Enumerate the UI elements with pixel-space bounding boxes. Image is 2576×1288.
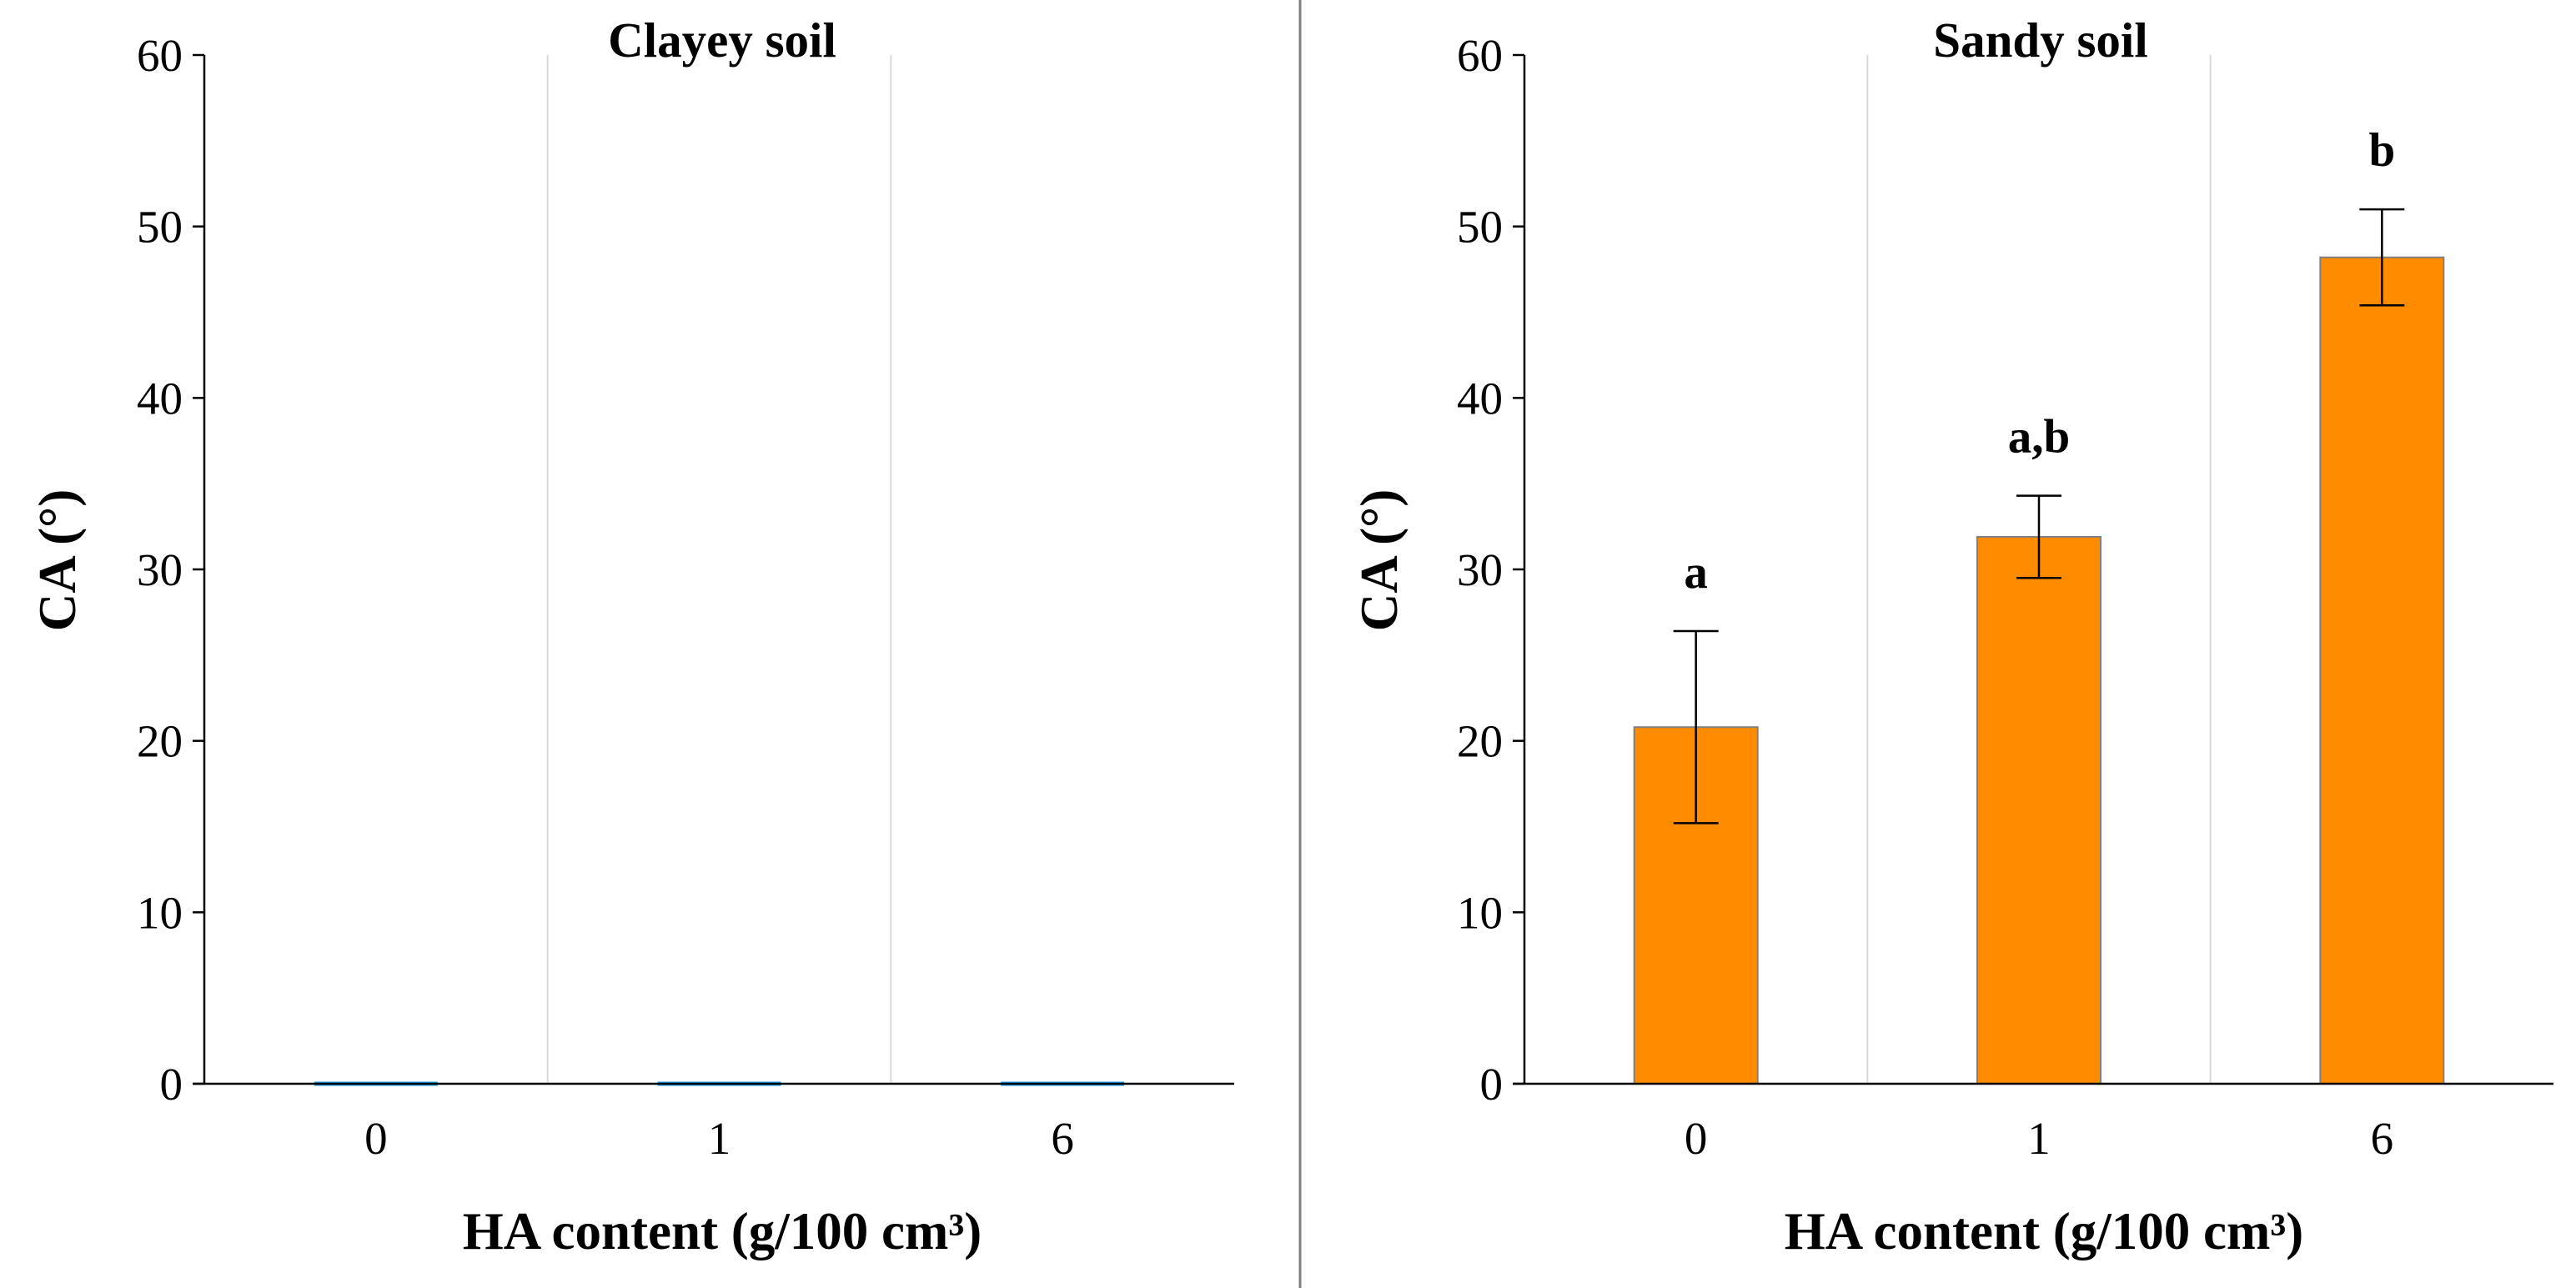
y-tick-label: 20 xyxy=(137,716,183,767)
y-tick-label: 50 xyxy=(1457,202,1503,253)
significance-label: b xyxy=(2368,124,2395,177)
bar xyxy=(1976,535,2101,1085)
bar xyxy=(2319,256,2445,1085)
y-tick-label: 0 xyxy=(1480,1059,1504,1110)
x-tick-label: 1 xyxy=(708,1113,731,1164)
y-axis-title: CA (°) xyxy=(28,489,87,631)
chart-panel-sandy: Sandy soil CA (°) HA content (g/100 cm³)… xyxy=(1350,13,2553,1260)
y-tick-label: 20 xyxy=(1457,716,1503,767)
x-axis-title: HA content (g/100 cm³) xyxy=(1785,1202,2304,1260)
y-tick-label: 60 xyxy=(1457,30,1503,81)
significance-label: a,b xyxy=(2008,411,2070,464)
y-axis-title: CA (°) xyxy=(1350,489,1409,631)
y-tick-label: 40 xyxy=(137,373,183,423)
chart-title: Clayey soil xyxy=(608,13,836,68)
x-tick-label: 0 xyxy=(364,1113,388,1164)
x-tick-label: 6 xyxy=(1051,1113,1074,1164)
y-tick-label: 0 xyxy=(160,1059,183,1110)
chart-title: Sandy soil xyxy=(1933,13,2147,68)
chart-panel-clayey: Clayey soil CA (°) HA content (g/100 cm³… xyxy=(28,13,1234,1260)
y-tick-label: 10 xyxy=(1457,887,1503,938)
y-tick-label: 30 xyxy=(137,544,183,595)
x-tick-label: 0 xyxy=(1685,1113,1708,1164)
y-tick-label: 30 xyxy=(1457,544,1503,595)
y-tick-label: 40 xyxy=(1457,373,1503,423)
x-tick-label: 1 xyxy=(2027,1113,2051,1164)
x-tick-label: 6 xyxy=(2371,1113,2394,1164)
x-axis-title: HA content (g/100 cm³) xyxy=(463,1202,982,1260)
y-tick-label: 60 xyxy=(137,30,183,81)
y-tick-label: 10 xyxy=(137,887,183,938)
y-tick-label: 50 xyxy=(137,202,183,253)
significance-label: a xyxy=(1684,546,1708,599)
